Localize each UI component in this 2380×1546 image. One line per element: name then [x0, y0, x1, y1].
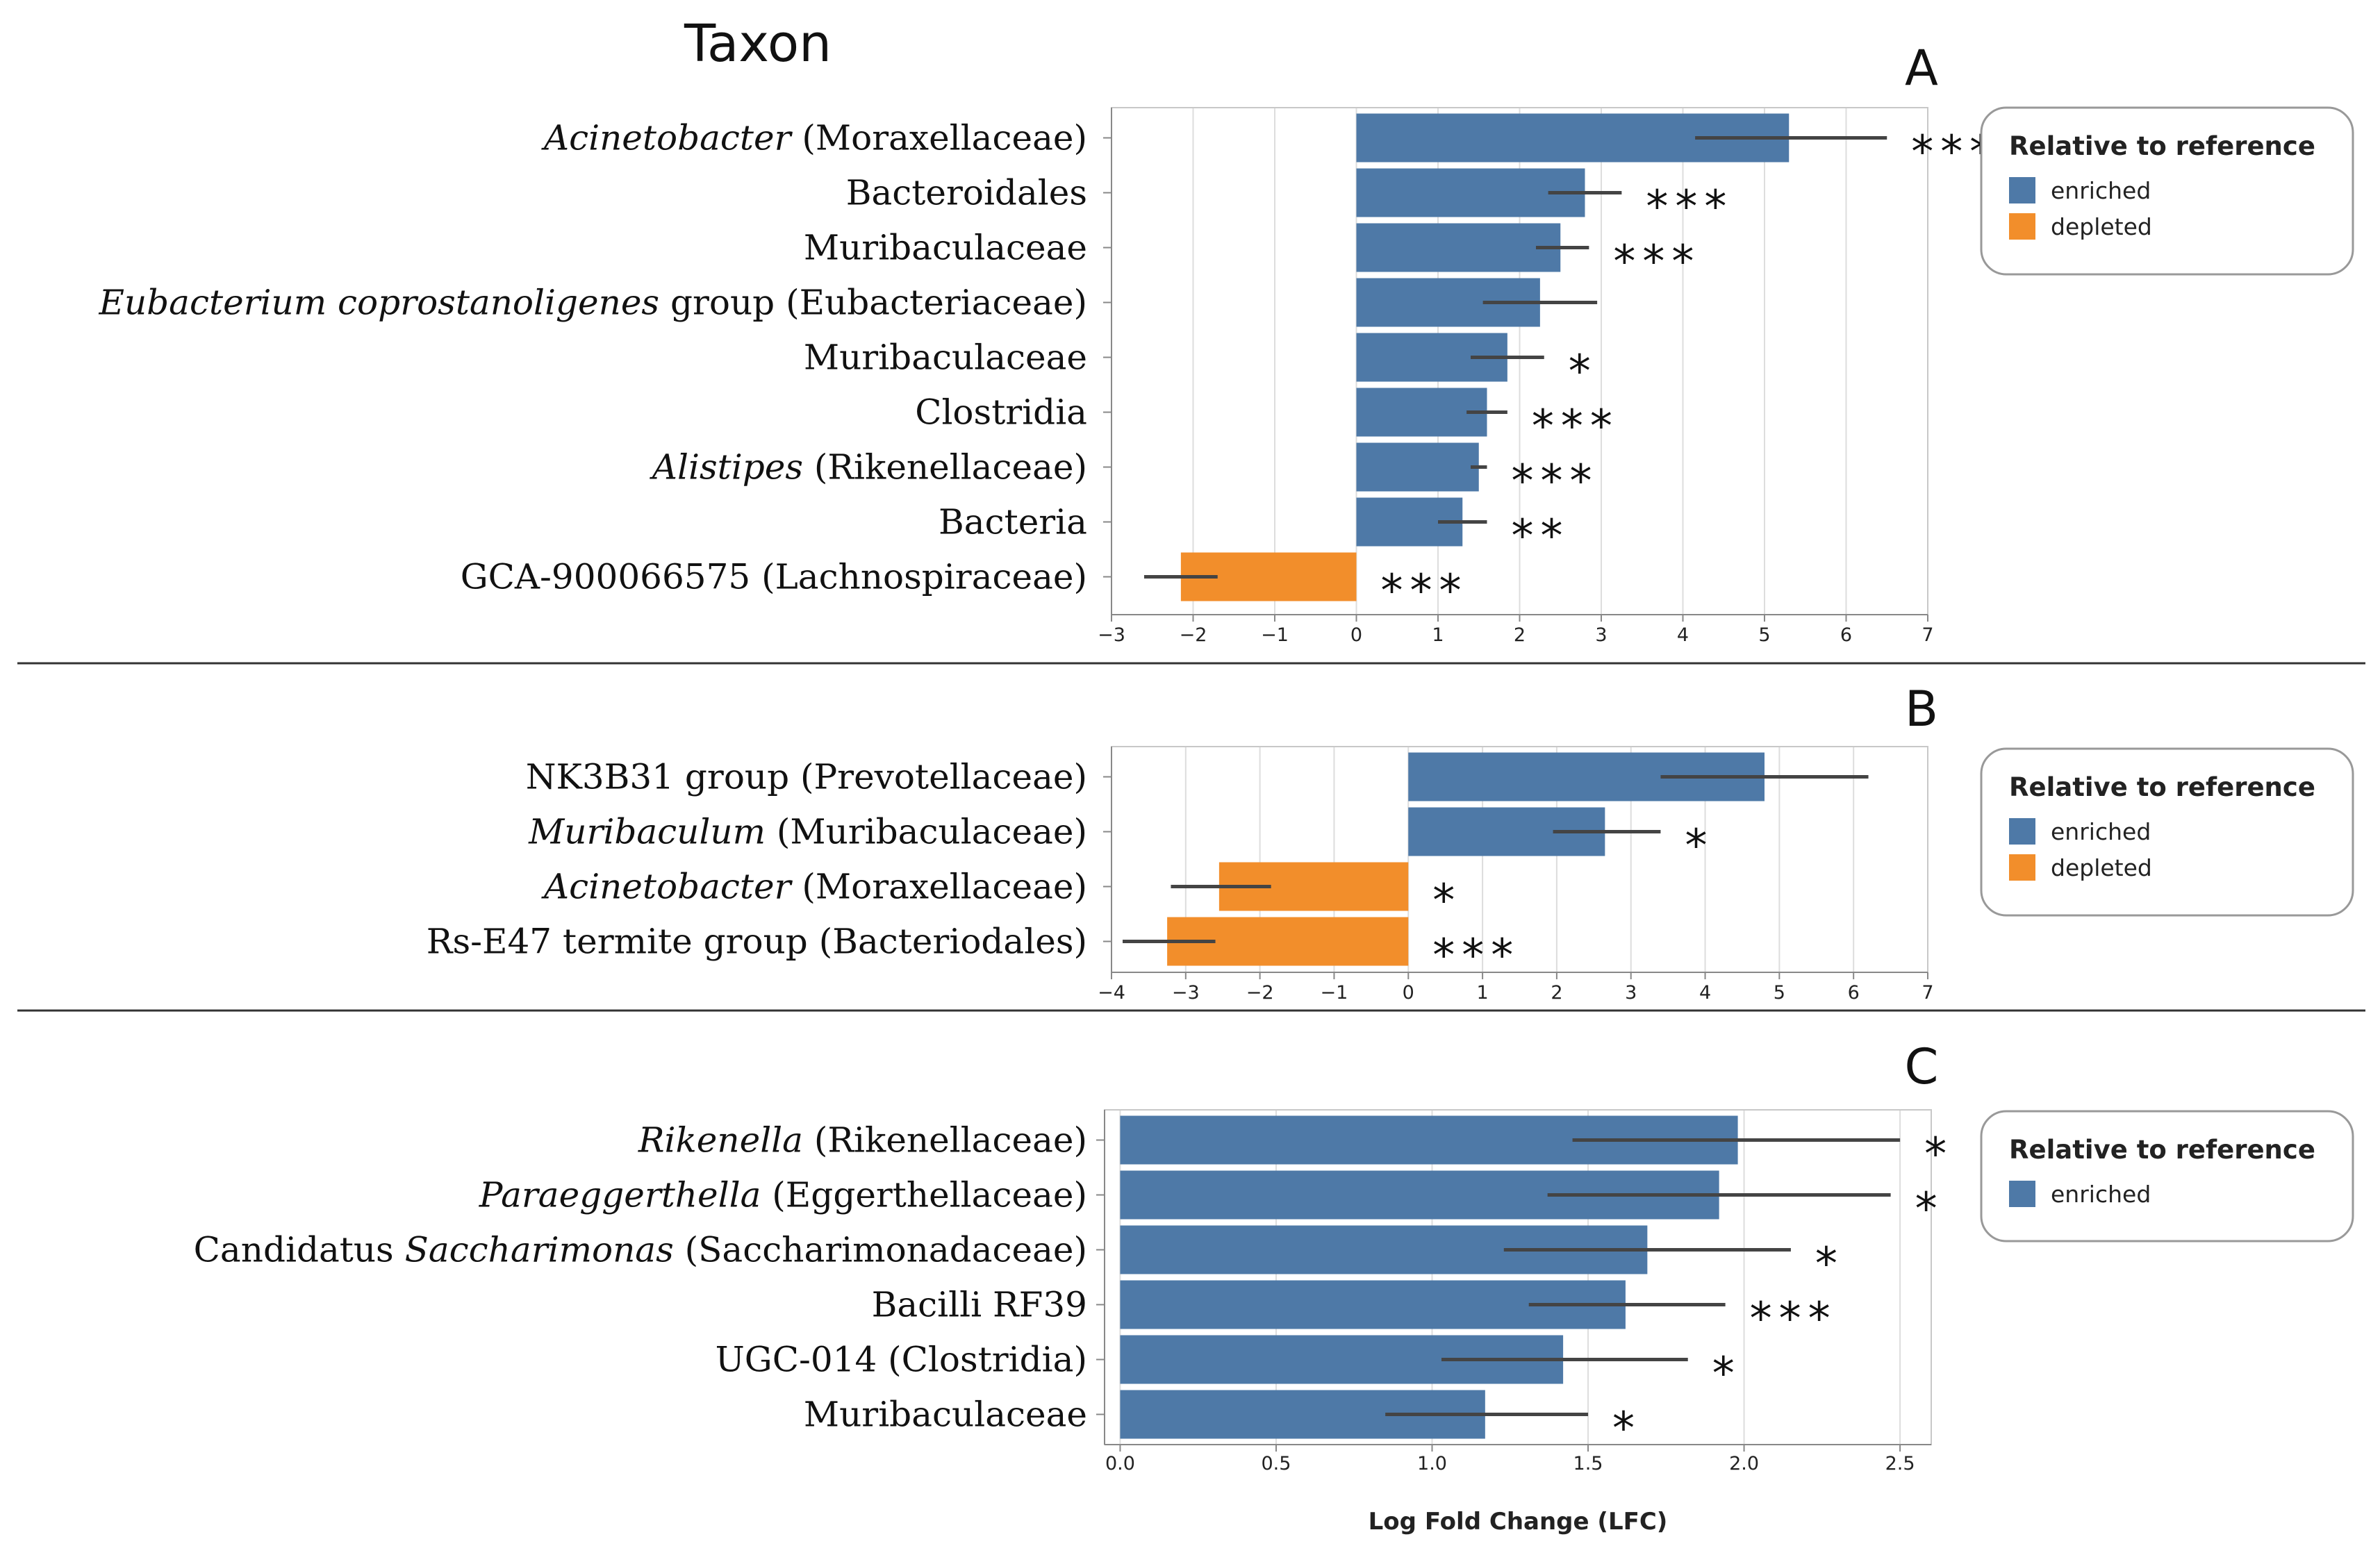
legend-swatch-depleted [2009, 854, 2035, 881]
category-label: Rs-E47 termite group (Bacteriodales) [427, 922, 1087, 962]
x-tick-label: 2 [1514, 624, 1526, 646]
legend-title: Relative to reference [2009, 131, 2315, 161]
x-tick-label: 0 [1350, 624, 1362, 646]
legend-box [1980, 747, 2354, 917]
legend-box [1980, 106, 2354, 276]
significance-stars: * [1685, 821, 1714, 872]
category-label: Candidatus Saccharimonas (Saccharimonada… [194, 1230, 1087, 1270]
legend-box [1980, 1110, 2354, 1242]
x-tick-label: 1 [1476, 982, 1488, 1004]
panel-a: A −3 −2 −1 0 1 2 3 4 5 6 7 Acinetobacter (Moraxellac… [98, 40, 2354, 646]
significance-stars: *** [1532, 401, 1619, 453]
panel-letter: B [1905, 681, 1938, 738]
category-label: NK3B31 group (Prevotellaceae) [526, 757, 1087, 797]
panel-b: B −4 −3 −2 −1 0 1 2 3 4 5 6 7 NK3B31 group (Prevotell… [427, 681, 2354, 1004]
legend-swatch-enriched [2009, 818, 2035, 845]
category-label: Clostridia [915, 392, 1087, 433]
x-tick-label: 1.5 [1573, 1453, 1603, 1474]
x-tick-label: 0.5 [1262, 1453, 1291, 1474]
legend-label: enriched [2051, 1181, 2151, 1208]
bar-enriched [1356, 223, 1561, 272]
category-label: UGC-014 (Clostridia) [716, 1340, 1087, 1380]
significance-stars: * [1815, 1239, 1844, 1290]
significance-stars: *** [1613, 237, 1701, 288]
category-label: GCA-900066575 (Lachnospiraceae) [461, 557, 1087, 597]
x-tick-label: 3 [1625, 982, 1637, 1004]
panel-letter: A [1905, 40, 1938, 97]
x-tick-label: 4 [1699, 982, 1711, 1004]
significance-stars: * [1712, 1349, 1742, 1400]
panel-c: C 0.0 0.5 1.0 1.5 2.0 2.5 Rikenella (Rikenellac… [194, 1038, 2354, 1474]
legend-swatch-enriched [2009, 1181, 2035, 1207]
legend: Relative to reference enriched depleted [1980, 106, 2354, 276]
category-label: Muribaculaceae [804, 1395, 1087, 1435]
category-label: Alistipes (Rikenellaceae) [650, 447, 1087, 488]
x-tick-label: −1 [1321, 982, 1348, 1004]
x-tick-label: 2.0 [1729, 1453, 1759, 1474]
category-label: Muribaculum (Muribaculaceae) [528, 812, 1087, 852]
legend: Relative to reference enriched depleted [1980, 747, 2354, 917]
category-label: Bacilli RF39 [872, 1285, 1087, 1325]
bar-enriched [1356, 442, 1479, 492]
category-label: Bacteria [939, 502, 1087, 542]
legend: Relative to reference enriched [1980, 1110, 2354, 1242]
x-axis-label: Log Fold Change (LFC) [1369, 1508, 1668, 1536]
legend-label: enriched [2051, 177, 2151, 204]
x-tick-label: 6 [1840, 624, 1852, 646]
significance-stars: * [1915, 1184, 1944, 1236]
x-tick-label: 0 [1403, 982, 1414, 1004]
legend-label: depleted [2051, 213, 2152, 240]
significance-stars: ** [1512, 511, 1570, 563]
significance-stars: *** [1512, 456, 1599, 508]
x-tick-label: −1 [1261, 624, 1289, 646]
x-tick-label: 2.5 [1885, 1453, 1915, 1474]
x-tick-label: −4 [1098, 982, 1125, 1004]
x-tick-label: 3 [1595, 624, 1607, 646]
x-tick-label: 5 [1758, 624, 1770, 646]
significance-stars: *** [1381, 566, 1469, 617]
significance-stars: *** [1750, 1294, 1837, 1345]
category-label: Muribaculaceae [804, 228, 1087, 268]
bar-enriched [1356, 388, 1487, 437]
category-label: Acinetobacter (Moraxellaceae) [541, 867, 1087, 907]
significance-stars: * [1432, 876, 1462, 927]
x-tick-label: 1 [1432, 624, 1444, 646]
x-tick-label: −3 [1172, 982, 1200, 1004]
x-tick-label: 1.0 [1417, 1453, 1447, 1474]
category-label: Eubacterium coprostanoligenes group (Eub… [98, 283, 1087, 323]
category-label: Acinetobacter (Moraxellaceae) [541, 118, 1087, 158]
x-tick-label: 5 [1774, 982, 1785, 1004]
x-tick-label: −2 [1246, 982, 1274, 1004]
legend-label: enriched [2051, 818, 2151, 845]
x-tick-label: 7 [1922, 982, 1933, 1004]
x-tick-label: 6 [1848, 982, 1860, 1004]
x-tick-label: 2 [1551, 982, 1562, 1004]
legend-label: depleted [2051, 854, 2152, 881]
legend-title: Relative to reference [2009, 1135, 2315, 1165]
legend-swatch-depleted [2009, 213, 2035, 240]
significance-stars: * [1569, 347, 1598, 398]
significance-stars: * [1612, 1404, 1642, 1455]
significance-stars: *** [1911, 127, 1999, 178]
x-tick-label: −3 [1098, 624, 1125, 646]
significance-stars: * [1924, 1129, 1953, 1181]
figure-title: Taxon [684, 14, 832, 74]
category-label: Muribaculaceae [804, 338, 1087, 378]
category-label: Bacteroidales [846, 173, 1087, 213]
category-label: Rikenella (Rikenellaceae) [638, 1120, 1087, 1161]
x-tick-label: 4 [1677, 624, 1689, 646]
significance-stars: *** [1432, 931, 1520, 982]
significance-stars: *** [1646, 182, 1733, 233]
legend-title: Relative to reference [2009, 772, 2315, 802]
x-tick-label: −2 [1180, 624, 1207, 646]
category-label: Paraeggerthella (Eggerthellaceae) [479, 1175, 1087, 1215]
legend-swatch-enriched [2009, 177, 2035, 203]
panel-letter: C [1905, 1038, 1939, 1095]
bar-enriched [1356, 168, 1585, 217]
x-tick-label: 0.0 [1105, 1453, 1135, 1474]
x-tick-label: 7 [1922, 624, 1933, 646]
